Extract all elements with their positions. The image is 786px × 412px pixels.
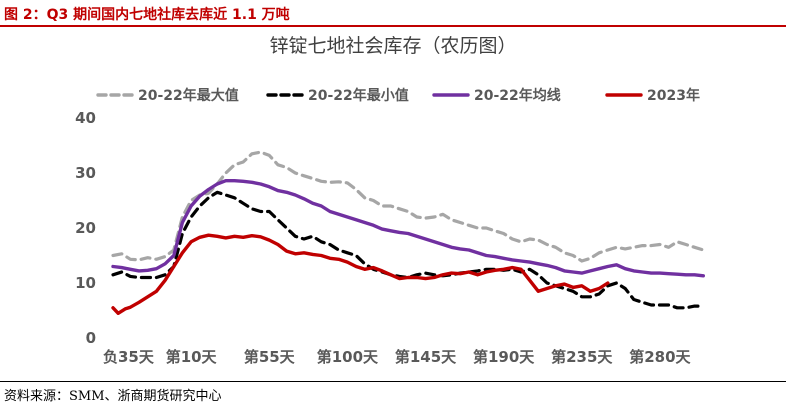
series-layer bbox=[111, 150, 705, 315]
series-line-1 bbox=[111, 150, 705, 263]
y-tick-label: 0 bbox=[86, 329, 96, 347]
footer-rule bbox=[0, 381, 786, 382]
y-tick-label: 20 bbox=[75, 219, 96, 237]
source-note: 资料来源：SMM、浙商期货研究中心 bbox=[4, 389, 222, 404]
y-tick-label: 40 bbox=[75, 109, 96, 127]
y-tick-label: 30 bbox=[75, 164, 96, 182]
y-tick-label: 10 bbox=[75, 274, 96, 292]
series-line-3 bbox=[111, 179, 705, 278]
x-tick-label: 第235天 bbox=[551, 348, 613, 366]
figure-header: 图 2：Q3 期间国内七地社库去库近 1.1 万吨 bbox=[0, 0, 786, 27]
figure-caption: 图 2：Q3 期间国内七地社库去库近 1.1 万吨 bbox=[4, 7, 290, 23]
x-tick-label: 第280天 bbox=[629, 348, 691, 366]
inventory-chart: 锌锭七地社会库存（农历图） 20-22年最大值 20-22年最小值 20-22年均线… bbox=[75, 35, 705, 366]
x-tick-label: 第55天 bbox=[244, 348, 296, 366]
legend-label-4: 2023年 bbox=[647, 87, 700, 104]
x-tick-label: 第100天 bbox=[317, 348, 379, 366]
chart-legend: 20-22年最大值 20-22年最小值 20-22年均线 2023年 bbox=[96, 87, 700, 104]
series-line-4 bbox=[111, 233, 610, 315]
legend-label-2: 20-22年最小值 bbox=[308, 87, 409, 104]
x-tick-label: 第10天 bbox=[166, 348, 218, 366]
x-axis: 负35天 第10天 第55天 第100天 第145天 第190天 第235天 第280天 bbox=[103, 348, 692, 366]
x-tick-label: 第190天 bbox=[473, 348, 535, 366]
y-axis: 0 10 20 30 40 bbox=[75, 109, 96, 347]
chart-title: 锌锭七地社会库存（农历图） bbox=[269, 35, 516, 57]
legend-label-1: 20-22年最大值 bbox=[138, 87, 239, 104]
x-tick-label: 负35天 bbox=[103, 348, 155, 366]
series-line-2 bbox=[111, 190, 705, 310]
x-tick-label: 第145天 bbox=[395, 348, 457, 366]
legend-label-3: 20-22年均线 bbox=[474, 87, 561, 104]
